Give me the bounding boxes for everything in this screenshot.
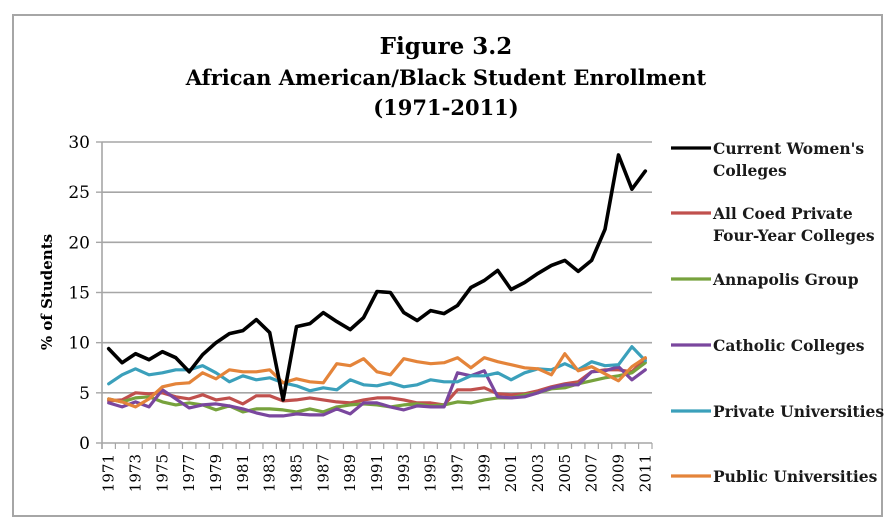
legend-label: Catholic Colleges — [713, 336, 865, 355]
series-line-current-women-s-colleges — [106, 153, 648, 402]
x-tick-label: 1999 — [475, 454, 493, 492]
x-tick-label: 1979 — [207, 454, 225, 492]
x-tick-label: 2007 — [583, 454, 601, 492]
legend-label: Current Women's — [713, 139, 864, 158]
axes — [101, 142, 652, 449]
series-line-catholic-colleges — [107, 365, 647, 418]
legend-label: Private Universities — [713, 402, 884, 421]
legend-item-annapolis-group: Annapolis Group — [671, 270, 859, 289]
x-tick-label: 1987 — [314, 454, 332, 492]
x-tick-label: 1997 — [448, 454, 466, 492]
legend-label: Colleges — [713, 161, 787, 180]
x-tick-label: 1981 — [234, 454, 252, 492]
legend-label: Public Universities — [713, 467, 878, 486]
legend-label: All Coed Private — [712, 204, 853, 223]
x-tick-label: 2001 — [502, 454, 520, 492]
y-tick-label: 30 — [68, 133, 90, 153]
legend: Current Women's Colleges All Coed Private F… — [671, 139, 884, 486]
chart-title-line-2: African American/Black Student Enrollmen… — [185, 65, 707, 90]
legend-label: Annapolis Group — [712, 270, 859, 289]
y-tick-label: 5 — [79, 384, 90, 404]
x-tick-label: 1991 — [368, 454, 386, 492]
x-tick-label: 1971 — [100, 454, 118, 492]
x-tick-label: 2009 — [609, 454, 627, 492]
series-line-annapolis-group — [107, 361, 647, 414]
x-tick-label: 2005 — [556, 454, 574, 492]
chart-title-line-1: Figure 3.2 — [380, 33, 513, 60]
y-tick-label: 10 — [68, 334, 90, 354]
x-tick-label: 1983 — [261, 454, 279, 492]
series-lines — [106, 153, 648, 418]
gridlines — [102, 141, 652, 394]
y-tick-label: 15 — [68, 284, 90, 304]
y-tick-label: 25 — [68, 183, 90, 203]
series-line-public-universities — [107, 352, 647, 409]
chart-title-line-3: (1971-2011) — [373, 95, 518, 120]
x-tick-label: 2011 — [636, 454, 654, 492]
x-tick-label: 1993 — [395, 454, 413, 492]
legend-label: Four-Year Colleges — [713, 226, 875, 245]
x-tick-label: 1977 — [180, 454, 198, 492]
x-tick-label: 1989 — [341, 454, 359, 492]
x-tick-label: 2003 — [529, 454, 547, 492]
y-axis-label: % of Students — [38, 234, 56, 350]
x-tick-label: 1995 — [422, 454, 440, 492]
x-axis-ticks: 1971 1973 1975 1977 1979 1981 1983 1985 1987 1989… — [100, 443, 654, 492]
x-tick-label: 1975 — [153, 454, 171, 492]
x-tick-label: 1985 — [288, 454, 306, 492]
legend-item-current-women-s-colleges: Current Women's Colleges — [671, 139, 864, 180]
legend-item-all-coed-private-four-year-colleges: All Coed Private Four-Year Colleges — [671, 204, 875, 245]
y-tick-label: 0 — [79, 434, 90, 454]
y-axis-ticks: 0 5 10 15 20 25 30 — [68, 133, 102, 454]
legend-item-public-universities: Public Universities — [671, 467, 878, 486]
y-tick-label: 20 — [68, 233, 90, 253]
x-tick-label: 1973 — [127, 454, 145, 492]
legend-item-catholic-colleges: Catholic Colleges — [671, 336, 865, 355]
chart-frame — [12, 14, 883, 517]
legend-item-private-universities: Private Universities — [671, 402, 884, 421]
chart-title: Figure 3.2 African American/Black Studen… — [185, 33, 707, 120]
